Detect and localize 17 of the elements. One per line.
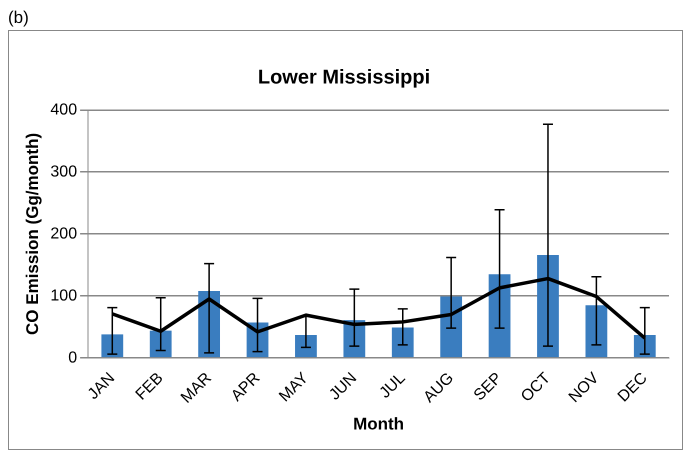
x-tick-label: JUL xyxy=(376,370,409,402)
bar xyxy=(488,274,510,358)
bar xyxy=(392,328,414,358)
y-tick-label: 400 xyxy=(50,101,78,118)
text: (b) xyxy=(8,8,30,29)
x-tick-label: SEP xyxy=(470,370,506,404)
x-axis-title: Month xyxy=(353,414,404,434)
x-tick-label: JAN xyxy=(84,370,118,403)
y-tick-label: 0 xyxy=(68,349,78,366)
y-tick-label: 200 xyxy=(50,225,78,242)
chart-title: Lower Mississippi xyxy=(258,66,430,89)
y-axis-title: CO Emission (Gg/month) xyxy=(22,132,42,335)
y-tick-label: 100 xyxy=(50,287,78,304)
bar xyxy=(585,305,608,358)
x-tick-label: FEB xyxy=(132,370,167,404)
bar xyxy=(295,334,317,358)
y-tick-label: 300 xyxy=(50,163,78,180)
